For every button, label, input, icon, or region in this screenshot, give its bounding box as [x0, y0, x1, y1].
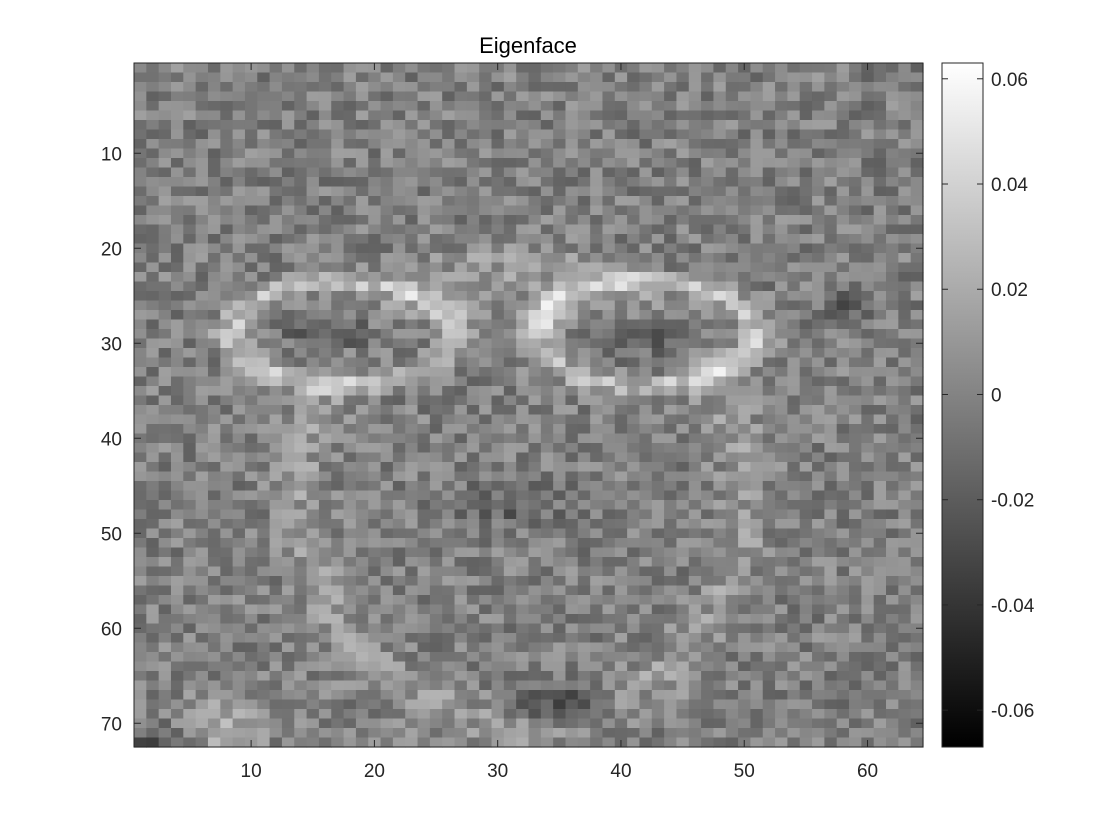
colorbar-tick-label: 0	[991, 385, 1002, 406]
colorbar: -0.06 -0.04 -0.02 0 0.02 0.04 0.06	[941, 62, 1035, 748]
colorbar-tick-label: -0.06	[991, 701, 1034, 722]
y-tick-label: 40	[101, 429, 122, 450]
y-tick-label: 50	[101, 524, 122, 545]
x-tick-label: 40	[610, 761, 631, 782]
y-tick-label: 30	[101, 334, 122, 355]
x-axis: 10 20 30 40 50 60	[241, 63, 878, 782]
x-tick-label: 30	[487, 761, 508, 782]
x-tick-label: 50	[734, 761, 755, 782]
image-axes: 10 20 30 40 50 60 10 20 30 40 50 60 70	[101, 62, 924, 782]
eigenface-image	[134, 63, 924, 748]
chart-title: Eigenface	[479, 33, 577, 58]
y-axis: 10 20 30 40 50 60 70	[101, 144, 923, 735]
colorbar-gradient	[941, 62, 984, 748]
colorbar-tick-label: -0.04	[991, 596, 1035, 617]
y-tick-label: 10	[101, 144, 122, 165]
x-tick-label: 60	[857, 761, 878, 782]
y-tick-label: 60	[101, 619, 122, 640]
colorbar-tick-label: 0.04	[991, 175, 1028, 196]
y-tick-label: 20	[101, 239, 122, 260]
y-tick-label: 70	[101, 714, 122, 735]
x-tick-label: 10	[241, 761, 262, 782]
colorbar-tick-label: 0.02	[991, 280, 1028, 301]
colorbar-tick-label: 0.06	[991, 70, 1028, 91]
colorbar-tick-label: -0.02	[991, 491, 1034, 512]
axes-box	[133, 62, 924, 748]
colorbar-ticks: -0.06 -0.04 -0.02 0 0.02 0.04 0.06	[942, 70, 1035, 722]
x-tick-label: 20	[364, 761, 385, 782]
